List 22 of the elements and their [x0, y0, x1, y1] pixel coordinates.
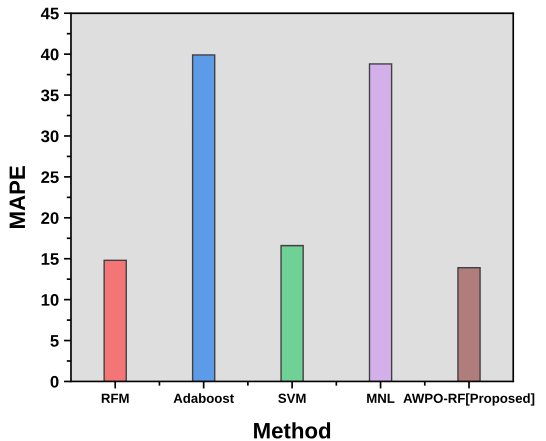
y-tick-label: 30 — [41, 130, 58, 142]
bar — [368, 63, 392, 382]
x-axis-title: Method — [254, 422, 330, 439]
bar — [280, 244, 304, 382]
y-tick-label: 10 — [42, 294, 58, 306]
y-tick-label: 0 — [50, 376, 58, 388]
x-tick-label: RFM — [102, 394, 129, 403]
bar — [457, 267, 481, 382]
y-tick-label: 15 — [42, 253, 59, 265]
x-tick-label: SVM — [278, 394, 306, 403]
y-axis-title: MAPE — [10, 166, 25, 228]
y-tick-label: 40 — [40, 48, 58, 60]
bar — [103, 260, 127, 382]
x-tick-label: Adaboost — [174, 393, 234, 403]
bar — [192, 54, 216, 382]
y-tick-label: 35 — [41, 89, 59, 102]
y-tick-label: 5 — [50, 335, 59, 347]
y-tick-label: 20 — [41, 212, 58, 224]
y-tick-label: 25 — [41, 171, 59, 184]
x-tick-label: MNL — [367, 394, 394, 403]
x-tick-label: AWPO-RF[Proposed] — [403, 393, 534, 406]
y-tick-label: 45 — [40, 8, 59, 20]
